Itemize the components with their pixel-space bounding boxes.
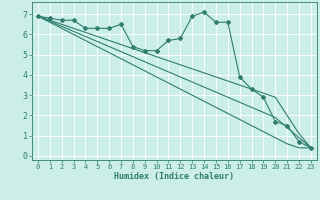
X-axis label: Humidex (Indice chaleur): Humidex (Indice chaleur) xyxy=(115,172,234,181)
